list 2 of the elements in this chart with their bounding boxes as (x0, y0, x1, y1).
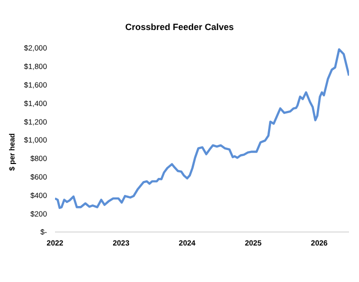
chart-title: Crossbred Feeder Calves (124, 22, 235, 32)
line-series (55, 48, 349, 209)
